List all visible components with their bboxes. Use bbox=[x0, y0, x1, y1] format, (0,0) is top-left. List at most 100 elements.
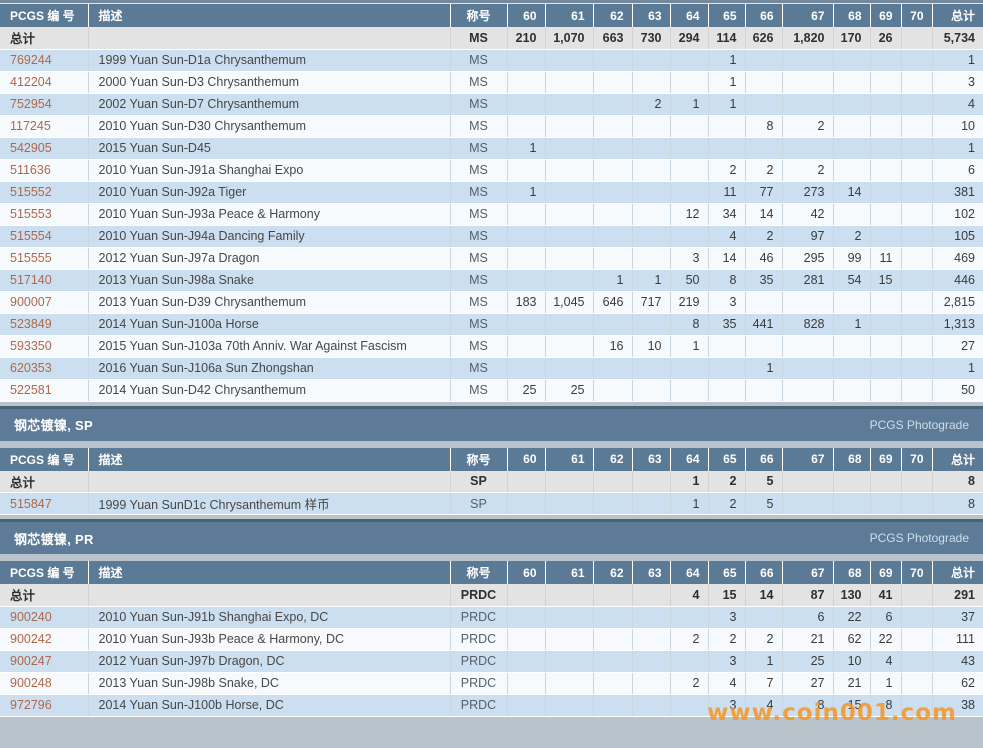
grade-cell-64 bbox=[670, 357, 709, 380]
grade-cell-65: 3 bbox=[708, 291, 746, 314]
grade-cell-63 bbox=[632, 247, 671, 270]
grade-cell-66: 35 bbox=[745, 269, 783, 292]
grade-cell-65: 3 bbox=[708, 694, 746, 717]
totals-label: 总计 bbox=[0, 27, 89, 50]
grade-cell-60 bbox=[507, 269, 546, 292]
pcgs-id-link[interactable]: 412204 bbox=[0, 71, 89, 94]
grade-cell-67: 2 bbox=[782, 115, 834, 138]
grade-cell-70 bbox=[901, 313, 933, 336]
grade-cell-70 bbox=[901, 628, 933, 651]
pcgs-id-link[interactable]: 523849 bbox=[0, 313, 89, 336]
photograde-link[interactable]: PCGS Photograde bbox=[869, 417, 969, 432]
grade-cell-68 bbox=[833, 93, 871, 116]
pcgs-id-link[interactable]: 593350 bbox=[0, 335, 89, 358]
pcgs-id-link[interactable]: 900248 bbox=[0, 672, 89, 695]
pcgs-id-link[interactable]: 752954 bbox=[0, 93, 89, 116]
grade-cell-68 bbox=[833, 115, 871, 138]
col-header-grade-66: 66 bbox=[745, 447, 783, 471]
grade-cell-66 bbox=[745, 71, 783, 94]
grade-cell-67: 42 bbox=[782, 203, 834, 226]
grade-cell-70 bbox=[901, 291, 933, 314]
grade-cell-60 bbox=[507, 357, 546, 380]
grade-cell-65: 3 bbox=[708, 606, 746, 629]
grade-cell-60 bbox=[507, 628, 546, 651]
grade-cell-63 bbox=[632, 115, 671, 138]
grade-cell-69 bbox=[870, 291, 902, 314]
grade-cell-61 bbox=[545, 672, 594, 695]
table-row: 523849 2014 Yuan Sun-J100a Horse MS 8 35 441 8… bbox=[0, 313, 983, 336]
description-cell: 2010 Yuan Sun-J93b Peace & Harmony, DC bbox=[88, 628, 451, 651]
grade-cell-69 bbox=[870, 159, 902, 182]
pcgs-id-link[interactable]: 900007 bbox=[0, 291, 89, 314]
grade-cell-63 bbox=[632, 181, 671, 204]
grade-cell-63 bbox=[632, 159, 671, 182]
row-total-cell: 6 bbox=[932, 159, 983, 182]
grade-cell-69 bbox=[870, 225, 902, 248]
grade-cell-69 bbox=[870, 492, 902, 515]
col-header-grade-69: 69 bbox=[870, 4, 902, 27]
totals-total-cell: 5,734 bbox=[932, 27, 983, 50]
totals-desc-cell bbox=[88, 470, 451, 493]
grade-cell-65: 11 bbox=[708, 181, 746, 204]
grade-cell-66 bbox=[745, 606, 783, 629]
grade-cell-65: 34 bbox=[708, 203, 746, 226]
photograde-link[interactable]: PCGS Photograde bbox=[869, 531, 969, 545]
grade-cell-68 bbox=[833, 159, 871, 182]
row-total-cell: 10 bbox=[932, 115, 983, 138]
grade-cell-70 bbox=[901, 650, 933, 673]
col-header-grade-68: 68 bbox=[833, 561, 871, 584]
grade-cell-69: 1 bbox=[870, 672, 902, 695]
pcgs-id-link[interactable]: 515554 bbox=[0, 225, 89, 248]
pcgs-id-link[interactable]: 900242 bbox=[0, 628, 89, 651]
grade-cell-64 bbox=[670, 137, 709, 160]
totals-grade-70 bbox=[901, 470, 933, 493]
col-header-grade-68: 68 bbox=[833, 4, 871, 27]
grade-cell-62 bbox=[593, 606, 633, 629]
pcgs-id-link[interactable]: 900240 bbox=[0, 606, 89, 629]
row-total-cell: 27 bbox=[932, 335, 983, 358]
grade-cell-69 bbox=[870, 357, 902, 380]
header-row: PCGS 编 号描述 称号 60 61 62 63 64 65 66 67 68 69 70 总计 bbox=[0, 447, 983, 471]
grade-cell-70 bbox=[901, 137, 933, 160]
pcgs-id-link[interactable]: 769244 bbox=[0, 49, 89, 72]
grade-cell-61 bbox=[545, 492, 594, 515]
grade-cell-69 bbox=[870, 379, 902, 402]
pcgs-id-link[interactable]: 515553 bbox=[0, 203, 89, 226]
pcgs-id-link[interactable]: 515555 bbox=[0, 247, 89, 270]
pcgs-id-link[interactable]: 511636 bbox=[0, 159, 89, 182]
grade-cell-63 bbox=[632, 225, 671, 248]
pcgs-id-link[interactable]: 900247 bbox=[0, 650, 89, 673]
grade-cell-62: 646 bbox=[593, 291, 633, 314]
grade-cell-62 bbox=[593, 159, 633, 182]
grade-cell-61: 25 bbox=[545, 379, 594, 402]
col-header-total: 总计 bbox=[932, 561, 983, 584]
grade-cell-62 bbox=[593, 492, 633, 515]
grade-cell-60 bbox=[507, 71, 546, 94]
pcgs-id-link[interactable]: 515552 bbox=[0, 181, 89, 204]
col-header-description: 描述 bbox=[88, 4, 451, 27]
grade-cell-67: 295 bbox=[782, 247, 834, 270]
grade-cell-70 bbox=[901, 269, 933, 292]
pcgs-id-link[interactable]: 522581 bbox=[0, 379, 89, 402]
pcgs-id-link[interactable]: 515847 bbox=[0, 492, 89, 515]
description-cell: 2002 Yuan Sun-D7 Chrysanthemum bbox=[88, 93, 451, 116]
pcgs-id-link[interactable]: 542905 bbox=[0, 137, 89, 160]
grade-cell-60 bbox=[507, 225, 546, 248]
description-cell: 2014 Yuan Sun-J100b Horse, DC bbox=[88, 694, 451, 717]
col-header-designation: 称号 bbox=[450, 561, 508, 584]
totals-grade-67: 1,820 bbox=[782, 27, 834, 50]
grade-cell-64 bbox=[670, 225, 709, 248]
pcgs-id-link[interactable]: 620353 bbox=[0, 357, 89, 380]
designation-cell: MS bbox=[450, 225, 508, 248]
totals-row: 总计 PRDC 4 15 14 87 130 41 291 bbox=[0, 584, 983, 607]
pcgs-id-link[interactable]: 117245 bbox=[0, 115, 89, 138]
grade-cell-70 bbox=[901, 71, 933, 94]
pcgs-id-link[interactable]: 517140 bbox=[0, 269, 89, 292]
table-row: 900007 2013 Yuan Sun-D39 Chrysanthemum MS 1… bbox=[0, 291, 983, 314]
totals-grade-66: 14 bbox=[745, 584, 783, 607]
grade-cell-63 bbox=[632, 379, 671, 402]
pcgs-id-link[interactable]: 972796 bbox=[0, 694, 89, 717]
col-header-designation: 称号 bbox=[450, 4, 508, 27]
description-cell: 1999 Yuan SunD1c Chrysanthemum 样币 bbox=[88, 492, 451, 515]
section-band: 钢芯镀镍, PR PCGS Photograde bbox=[0, 519, 983, 554]
